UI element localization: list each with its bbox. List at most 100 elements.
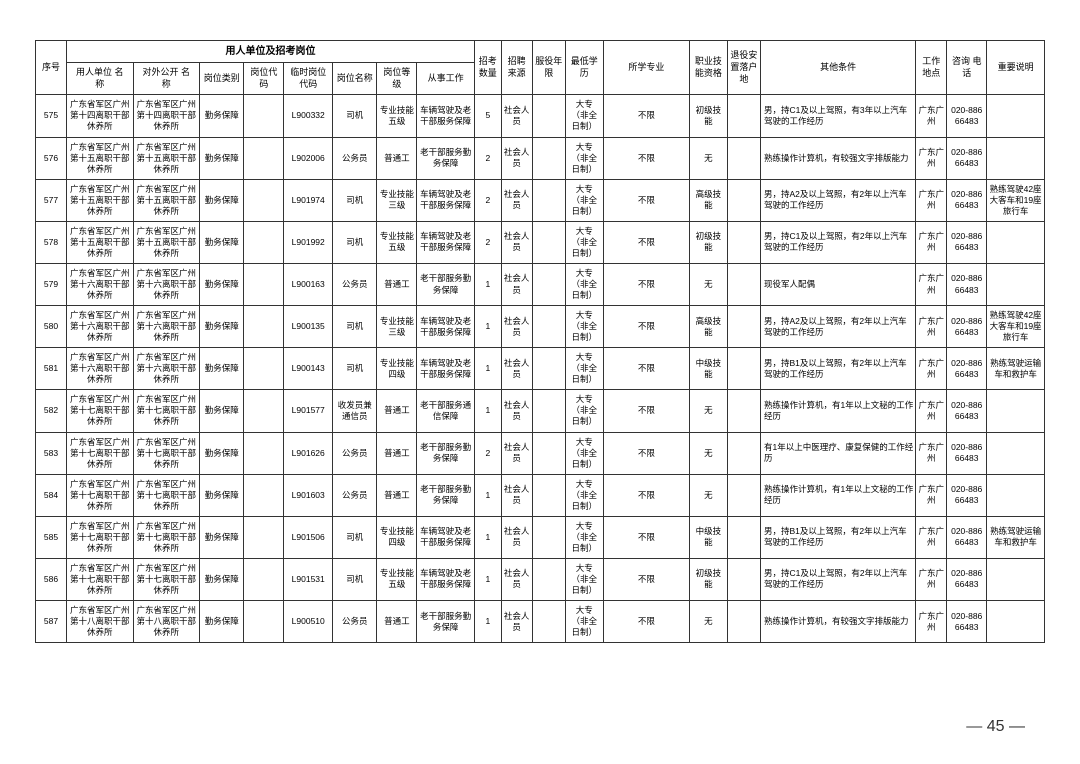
cell-c6: 公务员 <box>333 474 377 516</box>
cell-c17: 广东广州 <box>916 516 947 558</box>
cell-c1: 广东省军区广州第十七离职干部休养所 <box>67 516 134 558</box>
cell-c12: 大专（非全日制） <box>565 95 603 137</box>
cell-c13: 不限 <box>603 516 689 558</box>
cell-c11 <box>532 263 565 305</box>
cell-c3: 勤务保障 <box>200 516 244 558</box>
cell-c16: 熟练操作计算机，有较强文字排版能力 <box>761 137 916 179</box>
cell-c7: 普通工 <box>377 601 417 643</box>
cell-c19 <box>987 390 1045 432</box>
cell-c4 <box>244 137 284 179</box>
cell-c2: 广东省军区广州第十六离职干部休养所 <box>133 306 200 348</box>
cell-c18: 020-88666483 <box>947 474 987 516</box>
cell-c7: 专业技能三级 <box>377 179 417 221</box>
cell-c3: 勤务保障 <box>200 306 244 348</box>
cell-c13: 不限 <box>603 390 689 432</box>
cell-c12: 大专（非全日制） <box>565 137 603 179</box>
cell-c8: 老干部服务勤务保障 <box>417 137 475 179</box>
cell-c8: 车辆驾驶及老干部服务保障 <box>417 221 475 263</box>
cell-c11 <box>532 474 565 516</box>
cell-c14: 中级技能 <box>690 348 728 390</box>
table-row: 583广东省军区广州第十七离职干部休养所广东省军区广州第十七离职干部休养所勤务保… <box>36 432 1045 474</box>
cell-c13: 不限 <box>603 348 689 390</box>
cell-seq: 576 <box>36 137 67 179</box>
cell-c4 <box>244 474 284 516</box>
cell-c16: 有1年以上中医理疗、康复保健的工作经历 <box>761 432 916 474</box>
cell-c2: 广东省军区广州第十七离职干部休养所 <box>133 474 200 516</box>
cell-c4 <box>244 348 284 390</box>
table-row: 578广东省军区广州第十五离职干部休养所广东省军区广州第十五离职干部休养所勤务保… <box>36 221 1045 263</box>
cell-c10: 社会人员 <box>501 137 532 179</box>
cell-c9: 2 <box>475 432 502 474</box>
cell-c10: 社会人员 <box>501 474 532 516</box>
cell-c19 <box>987 474 1045 516</box>
header-c6: 岗位名称 <box>333 63 377 95</box>
cell-c13: 不限 <box>603 432 689 474</box>
cell-seq: 586 <box>36 558 67 600</box>
cell-c19: 熟练驾驶运输车和救护车 <box>987 348 1045 390</box>
cell-c8: 车辆驾驶及老干部服务保障 <box>417 179 475 221</box>
cell-c2: 广东省军区广州第十七离职干部休养所 <box>133 432 200 474</box>
cell-c1: 广东省军区广州第十五离职干部休养所 <box>67 137 134 179</box>
cell-c6: 司机 <box>333 306 377 348</box>
cell-c12: 大专（非全日制） <box>565 179 603 221</box>
cell-c4 <box>244 306 284 348</box>
cell-c8: 车辆驾驶及老干部服务保障 <box>417 348 475 390</box>
cell-c12: 大专（非全日制） <box>565 474 603 516</box>
cell-c5: L901992 <box>284 221 333 263</box>
cell-c15 <box>727 137 760 179</box>
cell-c6: 公务员 <box>333 601 377 643</box>
cell-c11 <box>532 516 565 558</box>
table-row: 585广东省军区广州第十七离职干部休养所广东省军区广州第十七离职干部休养所勤务保… <box>36 516 1045 558</box>
cell-c13: 不限 <box>603 137 689 179</box>
recruitment-table: 序号 用人单位及招考岗位 招考 数量 招聘 来源 服役年 限 最低学 历 所学专… <box>35 40 1045 643</box>
cell-c16: 男，持A2及以上驾照，有2年以上汽车驾驶的工作经历 <box>761 306 916 348</box>
cell-c17: 广东广州 <box>916 221 947 263</box>
cell-c17: 广东广州 <box>916 179 947 221</box>
cell-c5: L900135 <box>284 306 333 348</box>
table-row: 582广东省军区广州第十七离职干部休养所广东省军区广州第十七离职干部休养所勤务保… <box>36 390 1045 432</box>
cell-c7: 专业技能四级 <box>377 348 417 390</box>
header-c7: 岗位等级 <box>377 63 417 95</box>
cell-c8: 老干部服务勤务保障 <box>417 601 475 643</box>
header-c14: 职业技 能资格 <box>690 41 728 95</box>
cell-c2: 广东省军区广州第十四离职干部休养所 <box>133 95 200 137</box>
cell-c10: 社会人员 <box>501 348 532 390</box>
cell-c1: 广东省军区广州第十五离职干部休养所 <box>67 221 134 263</box>
header-c11: 服役年 限 <box>532 41 565 95</box>
cell-c1: 广东省军区广州第十四离职干部休养所 <box>67 95 134 137</box>
cell-c19: 熟练驾驶42座大客车和19座旅行车 <box>987 179 1045 221</box>
cell-c4 <box>244 558 284 600</box>
cell-c12: 大专（非全日制） <box>565 601 603 643</box>
header-c8: 从事工作 <box>417 63 475 95</box>
cell-c6: 司机 <box>333 516 377 558</box>
cell-c5: L901506 <box>284 516 333 558</box>
cell-c1: 广东省军区广州第十六离职干部休养所 <box>67 348 134 390</box>
cell-c18: 020-88666483 <box>947 306 987 348</box>
cell-c6: 司机 <box>333 558 377 600</box>
cell-seq: 581 <box>36 348 67 390</box>
cell-c13: 不限 <box>603 179 689 221</box>
cell-c1: 广东省军区广州第十七离职干部休养所 <box>67 432 134 474</box>
cell-c7: 专业技能四级 <box>377 516 417 558</box>
cell-c14: 无 <box>690 474 728 516</box>
header-c2: 对外公开 名 称 <box>133 63 200 95</box>
cell-c15 <box>727 95 760 137</box>
cell-c6: 司机 <box>333 348 377 390</box>
cell-c13: 不限 <box>603 474 689 516</box>
cell-c3: 勤务保障 <box>200 601 244 643</box>
cell-c16: 男，持A2及以上驾照，有2年以上汽车驾驶的工作经历 <box>761 179 916 221</box>
cell-c4 <box>244 601 284 643</box>
cell-c18: 020-88666483 <box>947 558 987 600</box>
cell-c9: 1 <box>475 601 502 643</box>
cell-c14: 无 <box>690 390 728 432</box>
cell-c9: 1 <box>475 348 502 390</box>
cell-seq: 580 <box>36 306 67 348</box>
table-row: 586广东省军区广州第十七离职干部休养所广东省军区广州第十七离职干部休养所勤务保… <box>36 558 1045 600</box>
header-c16: 其他条件 <box>761 41 916 95</box>
cell-c9: 5 <box>475 95 502 137</box>
cell-c19 <box>987 432 1045 474</box>
cell-c18: 020-88666483 <box>947 179 987 221</box>
cell-c1: 广东省军区广州第十八离职干部休养所 <box>67 601 134 643</box>
cell-c6: 公务员 <box>333 432 377 474</box>
cell-c1: 广东省军区广州第十五离职干部休养所 <box>67 179 134 221</box>
